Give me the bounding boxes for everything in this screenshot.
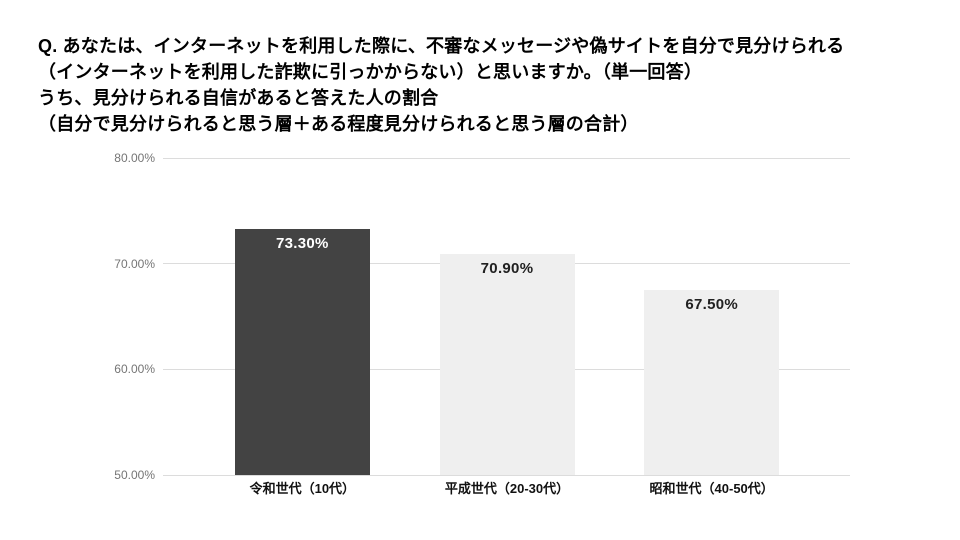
bar-2: 70.90%	[439, 254, 575, 475]
title-line-4: （自分で見分けられると思う層＋ある程度見分けられると思う層の合計）	[38, 114, 639, 134]
x-axis-category-label: 平成世代（20-30代）	[444, 481, 570, 496]
y-axis-tick-label: 80.00%	[114, 151, 155, 165]
y-axis-tick-label: 50.00%	[114, 468, 155, 482]
title-line-1: Q. あなたは、インターネットを利用した際に、不審なメッセージや偽サイトを自分で…	[38, 36, 845, 56]
x-axis-category-label: 令和世代（10代）	[249, 481, 356, 496]
title-line-3: うち、見分けられる自信があると答えた人の割合	[38, 88, 439, 108]
bar-value-label: 70.90%	[480, 260, 534, 278]
chart-question-title: Q. あなたは、インターネットを利用した際に、不審なメッセージや偽サイトを自分で…	[38, 33, 928, 137]
x-axis-category-label: 昭和世代（40-50代）	[649, 481, 774, 496]
y-axis-tick-label: 60.00%	[114, 362, 155, 377]
gridline	[163, 474, 850, 476]
title-line-2: （インターネットを利用した詐欺に引っかからない）と思いますか。（単一回答）	[38, 62, 703, 82]
bar-1: 73.30%	[234, 228, 370, 475]
bar-value-label: 67.50%	[685, 296, 738, 314]
gridline	[163, 157, 850, 159]
y-axis-tick-label: 70.00%	[114, 256, 155, 271]
bar-3: 67.50%	[644, 290, 780, 475]
bar-value-label: 73.30%	[275, 234, 329, 252]
